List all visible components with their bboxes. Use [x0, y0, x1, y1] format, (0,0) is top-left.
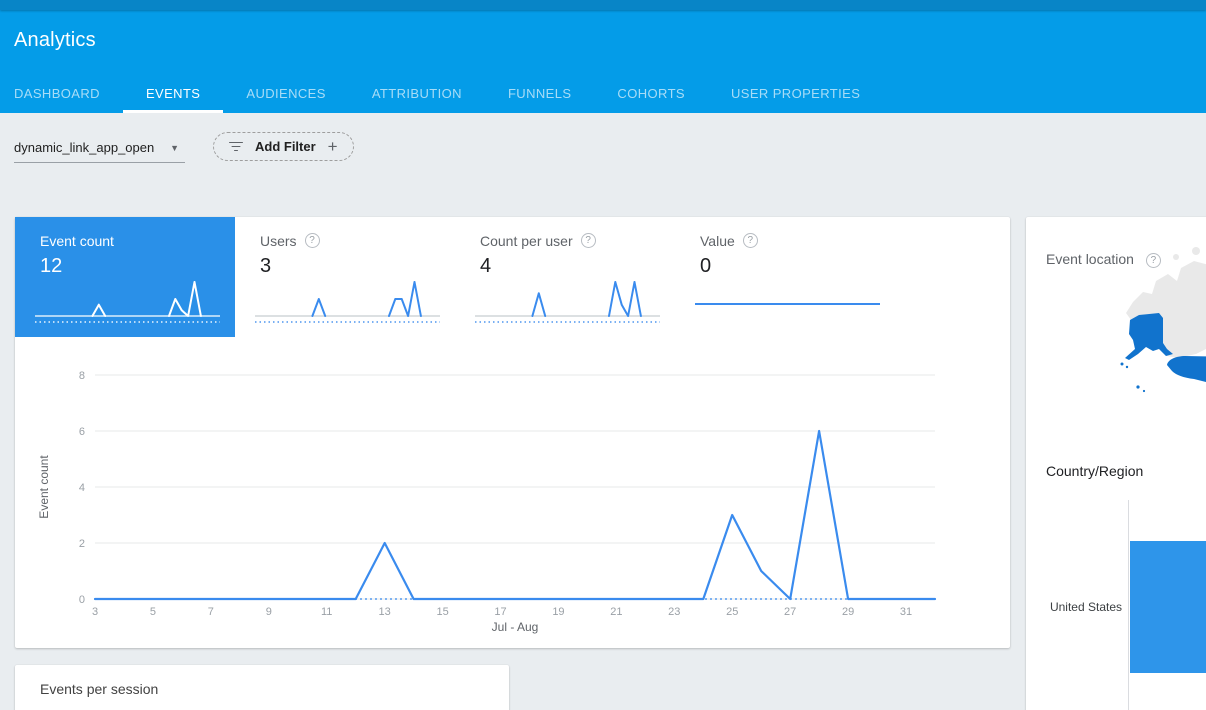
- svg-text:4: 4: [79, 482, 85, 494]
- app-header: Analytics DASHBOARDEVENTSAUDIENCESATTRIB…: [0, 0, 1206, 113]
- help-icon[interactable]: ?: [581, 233, 596, 248]
- tab-audiences[interactable]: AUDIENCES: [223, 77, 348, 113]
- metric-tab-count-per-user[interactable]: Count per user?4: [455, 217, 675, 337]
- chevron-down-icon: ▼: [170, 143, 179, 153]
- tab-cohorts[interactable]: COHORTS: [594, 77, 708, 113]
- svg-text:0: 0: [79, 594, 85, 606]
- event-count-line-chart: 0 2 4 6 8 3 5 7 9 11 13 15 17 19 21 23 25 27 29 31 Jul - Aug…: [15, 354, 1010, 646]
- metric-tabs: Event count12Users?3Count per user?4Valu…: [15, 217, 1010, 337]
- tab-attribution[interactable]: ATTRIBUTION: [349, 77, 485, 113]
- help-icon[interactable]: ?: [305, 233, 320, 248]
- metric-tab-value[interactable]: Value?0: [675, 217, 895, 337]
- event-location-title: Event location: [1046, 251, 1134, 267]
- header-tab-bar: DASHBOARDEVENTSAUDIENCESATTRIBUTIONFUNNE…: [0, 77, 883, 113]
- map-united-states-shape: [1167, 356, 1206, 388]
- svg-text:25: 25: [726, 606, 738, 618]
- help-icon[interactable]: ?: [1146, 253, 1161, 268]
- sparkline-count-per-user: [475, 274, 660, 329]
- metric-tab-users[interactable]: Users?3: [235, 217, 455, 337]
- svg-text:15: 15: [436, 606, 448, 618]
- metric-label: Event count: [40, 233, 114, 249]
- tab-funnels[interactable]: FUNNELS: [485, 77, 594, 113]
- svg-text:9: 9: [266, 606, 272, 618]
- svg-text:29: 29: [842, 606, 854, 618]
- svg-text:27: 27: [784, 606, 796, 618]
- page-title: Analytics: [14, 29, 96, 52]
- help-icon[interactable]: ?: [743, 233, 758, 248]
- svg-text:11: 11: [321, 606, 332, 618]
- event-location-title-row: Event location ?: [1046, 251, 1161, 268]
- metric-label: Count per user: [480, 233, 573, 249]
- metric-label: Value: [700, 233, 735, 249]
- united-states-label: United States: [1026, 600, 1122, 614]
- svg-text:17: 17: [494, 606, 506, 618]
- metric-tab-event-count[interactable]: Event count12: [15, 217, 235, 337]
- svg-text:23: 23: [668, 606, 680, 618]
- svg-text:21: 21: [610, 606, 622, 618]
- svg-text:Jul - Aug: Jul - Aug: [492, 620, 539, 634]
- svg-text:6: 6: [79, 426, 85, 438]
- svg-text:3: 3: [92, 606, 98, 618]
- svg-text:13: 13: [379, 606, 391, 618]
- metric-label: Users: [260, 233, 297, 249]
- sparkline-event-count: [35, 274, 220, 329]
- event-detail-card: Event count12Users?3Count per user?4Valu…: [15, 217, 1010, 648]
- add-filter-label: Add Filter: [255, 139, 316, 154]
- svg-text:8: 8: [79, 370, 85, 382]
- svg-text:Event count: Event count: [37, 455, 51, 519]
- header-top-strip: [0, 0, 1206, 10]
- event-selector-value: dynamic_link_app_open: [14, 140, 154, 155]
- tab-events[interactable]: EVENTS: [123, 77, 223, 113]
- svg-text:7: 7: [208, 606, 214, 618]
- svg-text:19: 19: [552, 606, 564, 618]
- bar-chart-axis-line: [1128, 500, 1129, 710]
- svg-text:31: 31: [900, 606, 912, 618]
- add-filter-button[interactable]: Add Filter +: [213, 132, 354, 161]
- tab-dashboard[interactable]: DASHBOARD: [0, 77, 123, 113]
- united-states-bar: [1130, 541, 1206, 673]
- tab-user-properties[interactable]: USER PROPERTIES: [708, 77, 883, 113]
- plus-icon: +: [328, 137, 338, 157]
- event-location-card: Event location ? Country/Region United S…: [1026, 217, 1206, 710]
- event-selector-dropdown[interactable]: dynamic_link_app_open ▼: [14, 133, 185, 163]
- svg-text:5: 5: [150, 606, 156, 618]
- events-per-session-card: Events per session: [15, 665, 509, 710]
- events-per-session-title: Events per session: [40, 681, 158, 697]
- filter-icon: [229, 142, 243, 152]
- sparkline-users: [255, 274, 440, 329]
- sparkline-value: [695, 274, 880, 329]
- country-region-heading: Country/Region: [1046, 463, 1143, 479]
- svg-text:2: 2: [79, 538, 85, 550]
